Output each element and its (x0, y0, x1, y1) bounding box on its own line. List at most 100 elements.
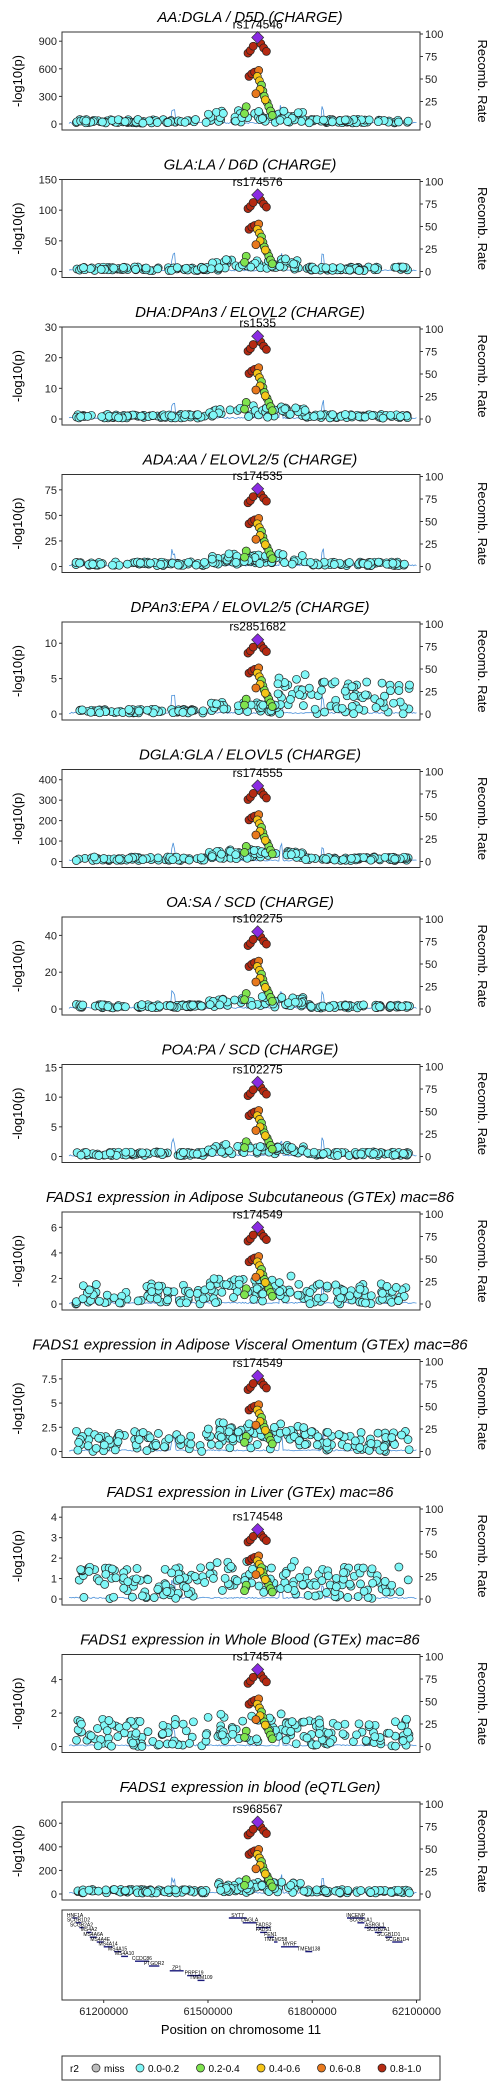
snp-point (312, 1440, 322, 1450)
snp-point (267, 1734, 277, 1744)
snp-point (260, 835, 270, 845)
snp-point (304, 683, 314, 693)
y-tick-label: 6 (51, 1222, 57, 1234)
y-tick-label: 600 (39, 1818, 57, 1830)
snp-point (115, 1298, 124, 1308)
snp-point (322, 1438, 332, 1448)
panel-8: POA:PA / SCD (CHARGE) 0 5 10 15 0 25 50 75 100 -lo… (10, 1042, 490, 1164)
snp-point (249, 1294, 259, 1304)
snp-point (186, 1439, 196, 1449)
snp-point (111, 1573, 121, 1583)
snp-point (251, 240, 261, 250)
snp-point (366, 1439, 376, 1448)
snp-point (301, 855, 311, 864)
snp-point (185, 1739, 194, 1748)
snp-point (121, 1147, 131, 1157)
snp-point (311, 1580, 321, 1590)
snp-point (312, 1885, 322, 1895)
y2-tick-label: 100 (425, 1799, 443, 1811)
y-tick-label: 200 (39, 816, 57, 828)
y2-tick-label: 0 (425, 414, 431, 426)
snp-point (96, 559, 106, 569)
y2-tick-label: 75 (425, 52, 437, 64)
snp-point (387, 1580, 397, 1590)
snp-point (154, 1281, 164, 1291)
snp-point (275, 1287, 285, 1296)
snp-point (396, 412, 405, 422)
snp-point (134, 706, 144, 716)
snp-point (305, 1299, 315, 1309)
snp-point (95, 1296, 104, 1306)
snp-point (133, 1296, 143, 1306)
y-tick-label: 0 (51, 1447, 57, 1459)
snp-point (180, 1885, 190, 1895)
snp-point (318, 1149, 328, 1159)
snp-point (212, 699, 221, 709)
snp-point (260, 1575, 270, 1584)
snp-point (155, 1001, 164, 1011)
x-tick-label: 61800000 (288, 2006, 337, 2018)
snp-point (72, 1426, 81, 1436)
snp-point (260, 245, 270, 255)
snp-point (304, 118, 314, 128)
y2-axis-title: Recomb. Rate (475, 482, 490, 565)
snp-point (255, 559, 265, 568)
snp-point (393, 1885, 403, 1895)
snp-point (142, 705, 152, 715)
snp-point (137, 1000, 147, 1009)
gene-label: SYT7 (231, 1913, 244, 1919)
legend-swatch (135, 2063, 145, 2073)
legend-swatch (317, 2063, 326, 2073)
snp-point (86, 1731, 96, 1741)
snp-point (77, 705, 87, 715)
snp-point (85, 1285, 94, 1295)
y-tick-label: 2 (51, 1553, 57, 1565)
lead-snp-marker (251, 31, 265, 45)
y2-tick-label: 100 (425, 324, 443, 336)
snp-point (206, 1440, 216, 1449)
snp-point (204, 109, 213, 119)
snp-point (100, 1580, 110, 1589)
snp-point (352, 1730, 361, 1740)
snp-point (198, 1887, 208, 1897)
snp-point (181, 263, 191, 273)
y-tick-label: 5 (51, 1398, 57, 1410)
snp-point (103, 1002, 113, 1012)
panel-3: DHA:DPAn3 / ELOVL2 (CHARGE) 0 10 20 30 0 25 50 7… (10, 304, 490, 426)
snp-point (356, 1149, 366, 1159)
lead-snp-label: rs102275 (233, 1062, 283, 1076)
snp-point (97, 412, 107, 422)
lead-snp-marker (251, 779, 265, 793)
snp-point (298, 1580, 308, 1590)
plot-frame (61, 1654, 421, 1753)
snp-point (251, 1570, 261, 1580)
panel-title: POA:PA / SCD (CHARGE) (162, 1042, 339, 1059)
snp-point (162, 1587, 172, 1596)
snp-point (260, 391, 270, 401)
snp-point (324, 1728, 333, 1738)
y2-tick-label: 100 (425, 1357, 443, 1369)
gene-label: SCGB1A1 (349, 1918, 372, 1924)
snp-point (91, 1280, 101, 1289)
snp-point (398, 709, 408, 719)
snp-point (196, 1563, 205, 1573)
panel-title: OA:SA / SCD (CHARGE) (166, 894, 334, 911)
snp-point (99, 854, 109, 863)
snp-point (152, 118, 162, 127)
snp-point (251, 977, 261, 987)
snp-point (251, 1420, 261, 1430)
x-tick-label: 62100000 (392, 2006, 441, 2018)
gene-label: INCENP (346, 1913, 366, 1919)
snp-point (197, 1447, 207, 1456)
lead-snp-label: rs102275 (233, 912, 283, 926)
snp-point (209, 1574, 218, 1583)
snp-point (192, 1149, 202, 1159)
snp-point (359, 853, 368, 862)
plot-frame (61, 1064, 421, 1163)
snp-point (323, 1571, 333, 1581)
plot-frame (61, 179, 421, 278)
y2-tick-label: 100 (425, 177, 443, 189)
snp-point (181, 1583, 191, 1593)
snp-point (285, 1287, 295, 1297)
snp-point (319, 115, 328, 125)
